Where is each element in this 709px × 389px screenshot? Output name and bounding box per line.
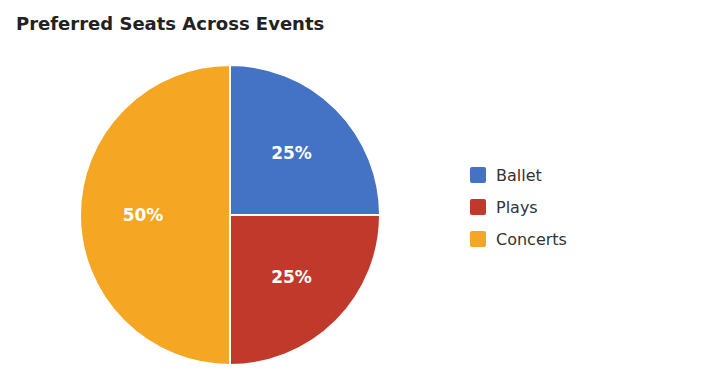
title: Preferred Seats Across Events (16, 13, 324, 34)
legend-label: Ballet (496, 166, 542, 185)
slice (230, 215, 380, 365)
legend-swatch (470, 231, 486, 247)
chart-container: Preferred Seats Across Events 25% 25% 50% Ba… (0, 0, 709, 389)
data-labels: 25% 25% 50% (123, 143, 312, 286)
data-label: 50% (123, 205, 164, 225)
data-label: 25% (271, 267, 312, 287)
legend-label: Plays (496, 198, 538, 217)
legend-swatch (470, 167, 486, 183)
legend: Ballet Plays Concerts (470, 166, 567, 249)
slice (80, 65, 230, 365)
legend-swatch (470, 199, 486, 215)
legend-label: Concerts (496, 230, 567, 249)
slice (230, 65, 380, 215)
chart: Preferred Seats Across Events 25% 25% 50% Ba… (0, 0, 709, 389)
data-label: 25% (271, 143, 312, 163)
slices (80, 65, 380, 365)
